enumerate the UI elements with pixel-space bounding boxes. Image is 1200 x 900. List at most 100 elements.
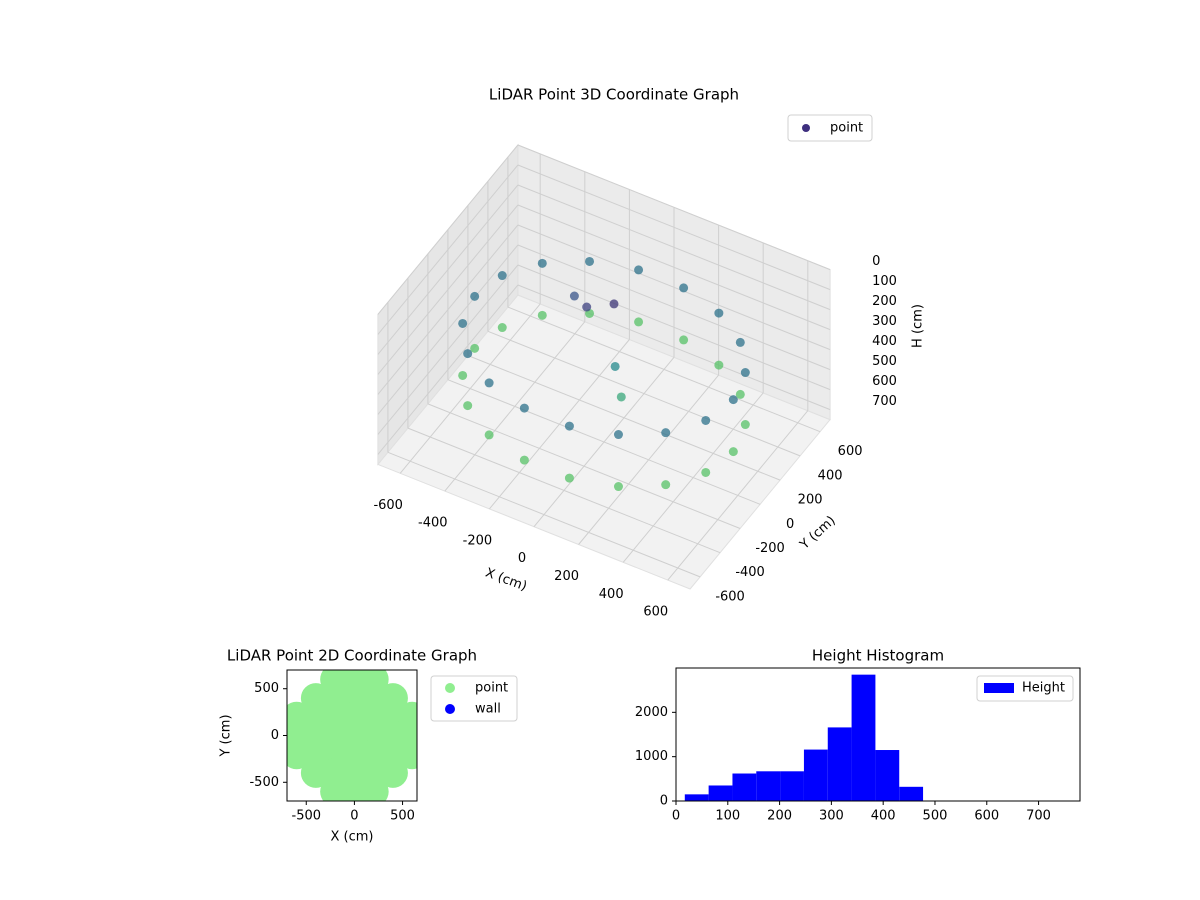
x-tick-label: 400	[599, 587, 624, 602]
x-tick-label: 500	[390, 809, 415, 824]
point	[458, 370, 468, 380]
grid-line	[487, 330, 801, 457]
grid-line	[377, 164, 519, 335]
point	[564, 473, 574, 483]
grid-line	[377, 144, 519, 315]
point	[616, 392, 626, 402]
grid-line	[377, 244, 519, 415]
y-tick-label: 600	[838, 444, 863, 459]
grid-line	[517, 224, 831, 351]
grid-line	[377, 204, 519, 375]
legend-marker	[802, 124, 810, 132]
z-tick-label: 700	[872, 394, 897, 409]
z-tick-label: 100	[872, 274, 897, 289]
grid-line	[407, 427, 721, 554]
x-tick-label: 0	[350, 809, 358, 824]
chart-3d: -600-400-2000200400600-600-400-200020040…	[373, 86, 925, 620]
point	[634, 265, 644, 275]
legend-label: point	[475, 681, 508, 696]
grid-line	[517, 144, 831, 271]
y-tick-label: -200	[755, 541, 785, 556]
z-tick-label: 300	[872, 314, 897, 329]
point	[537, 258, 547, 268]
grid-line	[517, 244, 831, 371]
x-tick-label: 400	[871, 809, 896, 824]
chart-title: LiDAR Point 3D Coordinate Graph	[489, 86, 739, 104]
grid-line	[517, 264, 831, 391]
bar	[851, 674, 876, 801]
point	[463, 349, 473, 359]
point	[661, 428, 671, 438]
grid-line	[387, 451, 701, 578]
x-tick-label: 600	[974, 809, 999, 824]
point	[358, 776, 389, 801]
point	[728, 395, 738, 405]
point	[701, 415, 711, 425]
grid-line	[377, 184, 519, 355]
y-tick-label: 0	[660, 794, 668, 809]
point	[740, 368, 750, 378]
x-tick-label: 500	[923, 809, 948, 824]
grid-line	[377, 224, 519, 395]
point	[463, 401, 473, 411]
legend-label: Height	[1022, 681, 1065, 696]
grid-line	[517, 164, 831, 291]
chart-title: LiDAR Point 2D Coordinate Graph	[227, 647, 477, 665]
point	[519, 455, 529, 465]
chart-histogram: 0 100 200 300 400 500 600 700 0 1000 2000 Height Hi…	[635, 647, 1081, 824]
x-tick-label: 600	[643, 605, 668, 620]
z-tick-label: 0	[872, 254, 880, 269]
point	[519, 403, 529, 413]
bar	[708, 785, 733, 801]
point	[377, 757, 408, 788]
x-tick-label: 200	[554, 569, 579, 584]
x-tick-label: -600	[373, 498, 403, 513]
point	[728, 447, 738, 457]
bar	[875, 750, 900, 801]
grid-line	[467, 355, 781, 481]
point	[497, 323, 507, 333]
x-tick-label: 100	[715, 809, 740, 824]
y-tick-label: 400	[818, 468, 843, 483]
point	[609, 299, 619, 309]
legend-box	[976, 675, 1074, 702]
y-tick-label: 200	[798, 493, 823, 508]
chart-title: Height Histogram	[812, 647, 944, 665]
x-tick-label: 200	[767, 809, 792, 824]
x-tick-label: 0	[518, 551, 526, 566]
point	[661, 480, 671, 490]
bar	[780, 771, 804, 801]
point	[497, 271, 507, 281]
chart-2d: -500 0 500 -500 0 500 X (cm) Y (cm) LiDAR Point …	[219, 647, 518, 845]
grid-line	[377, 264, 519, 435]
y-tick-label: 2000	[635, 705, 668, 720]
point	[735, 389, 745, 399]
point	[582, 302, 592, 312]
z-tick-label: 600	[872, 374, 897, 389]
z-tick-label: 400	[872, 334, 897, 349]
point	[714, 360, 724, 370]
y-tick-label: 0	[786, 517, 794, 532]
points	[287, 670, 417, 801]
legend-marker	[445, 704, 455, 714]
z-axis-label: H (cm)	[911, 304, 926, 348]
grid-line	[517, 184, 831, 311]
x-tick-label: 0	[672, 809, 680, 824]
y-tick-label: -500	[249, 775, 279, 790]
point	[714, 308, 724, 318]
y-tick-label: -400	[735, 565, 765, 580]
point	[613, 430, 623, 440]
y-tick-label: 1000	[635, 749, 668, 764]
bar	[732, 773, 757, 801]
point	[585, 256, 595, 266]
z-tick-label: 500	[872, 354, 897, 369]
grid-line	[377, 284, 519, 455]
bar	[756, 771, 781, 801]
legend-marker	[984, 683, 1014, 693]
x-tick-label: -500	[292, 809, 322, 824]
legend-label: point	[830, 121, 863, 136]
point	[537, 310, 547, 320]
grid-line	[507, 306, 821, 433]
point	[484, 378, 494, 388]
